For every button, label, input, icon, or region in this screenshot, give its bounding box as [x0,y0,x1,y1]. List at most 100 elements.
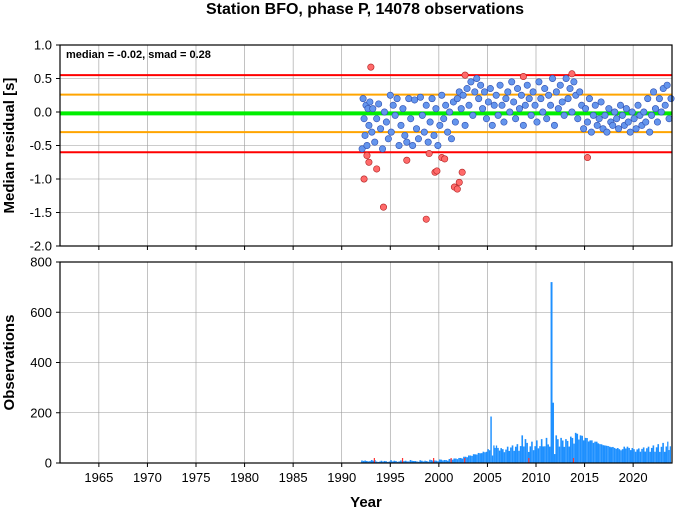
histogram-bar [434,460,436,463]
residual-panel: 1.0 0.5 0.0 -0.5 -1.0 -1.5 -2.0 median = -0.02,… [1,38,675,254]
histogram-bar [576,433,579,463]
histogram-bar [523,446,525,463]
histogram-bar [657,444,660,463]
histogram-bar [644,451,647,463]
histogram-bar [442,460,444,463]
histogram-bar [469,455,472,463]
data-point [545,91,553,99]
data-point [393,95,401,103]
histogram-bar [529,446,532,463]
data-point [379,145,387,153]
data-point [549,75,557,83]
data-point [387,128,395,136]
data-point [504,88,512,96]
histogram-bar [391,461,394,463]
x-tick-label: 2000 [424,470,453,485]
outlier-point [568,70,576,78]
histogram-bar [650,447,653,463]
data-point [667,95,675,103]
histogram-bar [602,445,604,463]
histogram-bar [487,449,489,463]
histogram-bar [414,460,417,463]
histogram-bar [495,445,498,463]
histogram-bar [641,448,643,463]
data-point [591,101,599,109]
histogram-bar [395,460,397,463]
histogram-bar [476,454,478,463]
histogram-bar [448,458,451,463]
histogram-bar [484,452,486,463]
histogram-bar [654,451,656,463]
histogram-bar [633,449,635,463]
histogram-bar [663,451,666,463]
data-point [568,108,576,116]
histogram-bar [594,441,596,463]
data-point [564,95,572,103]
histogram-bar [652,445,655,463]
histogram-bar [573,443,575,463]
data-point [525,95,533,103]
y-tick-label: -1.5 [30,205,52,220]
data-point [366,98,374,106]
outlier-point [379,203,387,211]
histogram-bar [578,439,580,463]
data-point [533,118,541,126]
histogram-bar [508,450,511,463]
data-point [655,95,663,103]
histogram-bar [390,460,392,463]
histogram-bar [638,448,640,463]
data-point [605,105,613,113]
data-point [583,118,591,126]
data-point [358,145,366,153]
histogram-bar [494,447,496,463]
histogram-bar [474,454,477,463]
data-point [467,78,475,86]
data-point [521,101,529,109]
histogram-bar [458,457,460,463]
data-point [422,101,430,109]
data-point [576,88,584,96]
data-point [502,95,510,103]
data-point [510,98,518,106]
data-point [453,95,461,103]
data-point [436,121,444,129]
y-tick-label: 0 [45,456,52,471]
x-tick-label: 1990 [327,470,356,485]
data-point [624,118,632,126]
histogram-bar [490,416,492,463]
data-point [618,111,626,119]
histogram-bar [620,450,622,463]
outlier-point [583,154,591,162]
data-point [386,91,394,99]
data-point [537,95,545,103]
data-point [626,128,634,136]
data-point [418,111,426,119]
data-point [560,111,568,119]
data-point [432,105,440,113]
histogram-bar [534,446,536,463]
data-point [405,95,413,103]
histogram-bar [561,440,564,463]
outlier-bar [528,458,530,463]
data-point [413,125,421,133]
histogram-bar [437,461,439,463]
outlier-point [461,71,469,79]
data-point [459,91,467,99]
histogram-bar [618,449,621,463]
histogram-bar [623,446,626,463]
data-point [484,98,492,106]
outlier-point [367,63,375,71]
data-point [651,105,659,113]
data-point [663,81,671,89]
histogram-bar [579,435,582,463]
data-point [409,142,417,150]
histogram-bar [531,441,533,463]
data-point [360,115,368,123]
data-point [463,85,471,93]
histogram-bar [424,460,426,463]
x-tick-label: 2010 [522,470,551,485]
histogram-bar [626,446,629,463]
histogram-bar [560,437,562,463]
data-point [365,121,373,129]
x-tick-label: 1965 [84,470,113,485]
